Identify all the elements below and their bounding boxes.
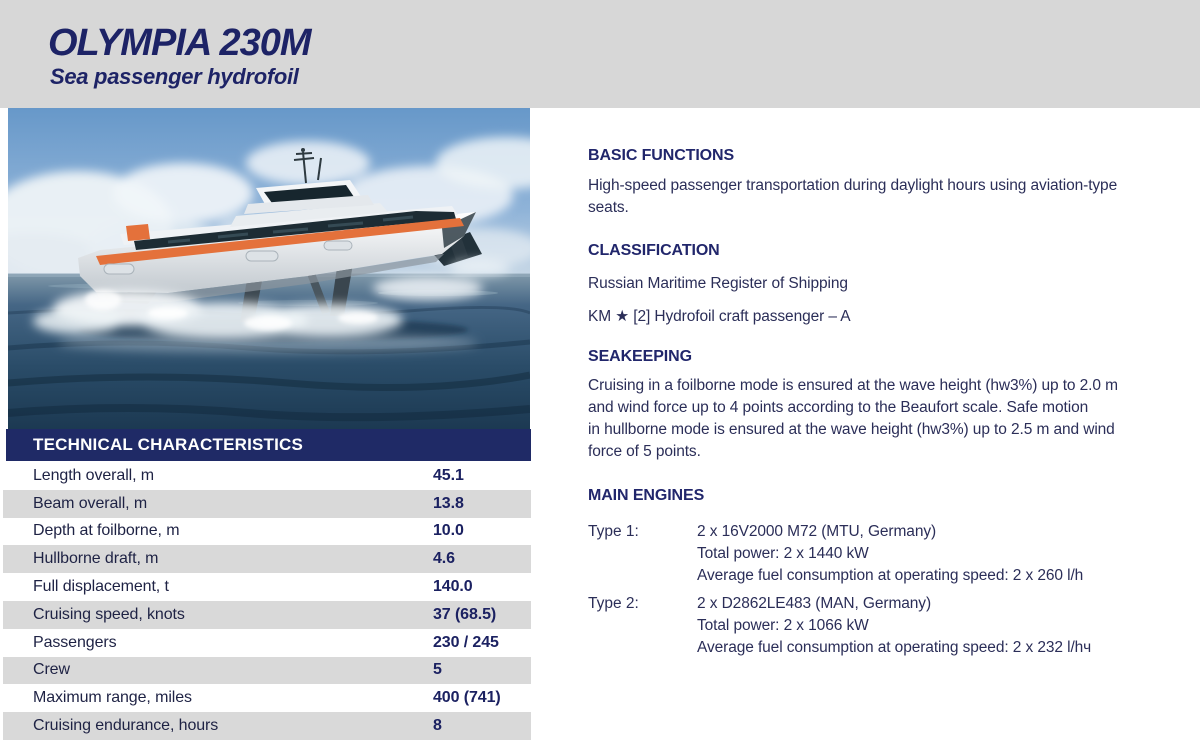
tech-characteristics-table: Length overall, m 45.1 Beam overall, m 1… bbox=[3, 462, 531, 740]
spec-value: 230 / 245 bbox=[433, 633, 499, 651]
tech-characteristics-title: TECHNICAL CHARACTERISTICS bbox=[33, 435, 304, 454]
basic-functions-text: High-speed passenger transportation duri… bbox=[588, 177, 1118, 216]
engine-type-1-row: Type 1: 2 x 16V2000 M72 (MTU, Germany) T… bbox=[588, 521, 1166, 587]
engine-type-2-desc: 2 x D2862LE483 (MAN, Germany) Total powe… bbox=[697, 595, 1092, 656]
table-row: Depth at foilborne, m 10.0 bbox=[3, 517, 531, 546]
spec-label: Crew bbox=[33, 661, 70, 679]
table-row: Crew 5 bbox=[3, 656, 531, 685]
engine-type-2-label: Type 2: bbox=[588, 595, 639, 612]
spec-label: Maximum range, miles bbox=[33, 689, 192, 707]
spec-value: 37 (68.5) bbox=[433, 605, 497, 623]
spec-value: 45.1 bbox=[433, 466, 464, 484]
spec-label: Passengers bbox=[33, 633, 117, 651]
spec-value: 140.0 bbox=[433, 578, 473, 596]
vessel-photo-svg bbox=[8, 108, 530, 429]
header-band: OLYMPIA 230M Sea passenger hydrofoil bbox=[0, 0, 1200, 108]
spec-label: Hullborne draft, m bbox=[33, 550, 159, 568]
table-row: Full displacement, t 140.0 bbox=[3, 573, 531, 601]
spec-value: 13.8 bbox=[433, 494, 464, 512]
spec-label: Cruising endurance, hours bbox=[33, 717, 219, 735]
mast bbox=[293, 151, 322, 184]
spec-value: 4.6 bbox=[433, 550, 455, 568]
table-row: Hullborne draft, m 4.6 bbox=[3, 545, 531, 574]
spec-label: Beam overall, m bbox=[33, 494, 148, 512]
page-subtitle: Sea passenger hydrofoil bbox=[50, 64, 299, 89]
spec-value: 8 bbox=[433, 717, 442, 735]
vessel-photo bbox=[8, 108, 530, 429]
spec-label: Full displacement, t bbox=[33, 578, 169, 596]
liferaft-canisters bbox=[103, 240, 353, 275]
classification-class-notation: KM ★ [2] Hydrofoil craft passenger – A bbox=[588, 308, 851, 325]
spec-value: 400 (741) bbox=[433, 689, 501, 707]
spec-value: 5 bbox=[433, 661, 442, 679]
tech-characteristics-header: TECHNICAL CHARACTERISTICS bbox=[6, 429, 531, 461]
spec-label: Cruising speed, knots bbox=[33, 605, 185, 623]
table-row: Maximum range, miles 400 (741) bbox=[3, 684, 531, 713]
section-heading-classification: CLASSIFICATION bbox=[588, 242, 720, 259]
engine-type-1-desc: 2 x 16V2000 M72 (MTU, Germany) Total pow… bbox=[697, 523, 1084, 584]
page-title: OLYMPIA 230M bbox=[48, 22, 311, 64]
spec-value: 10.0 bbox=[433, 522, 464, 540]
mid-deck bbox=[230, 203, 388, 227]
section-heading-seakeeping: SEAKEEPING bbox=[588, 348, 692, 365]
stern-orange-patch bbox=[126, 224, 150, 241]
table-row: Length overall, m 45.1 bbox=[3, 462, 531, 490]
foam bbox=[85, 290, 378, 330]
table-row: Passengers 230 / 245 bbox=[3, 628, 531, 657]
spec-label: Length overall, m bbox=[33, 466, 155, 484]
table-row: Beam overall, m 13.8 bbox=[3, 489, 531, 518]
bow-chine-dark bbox=[442, 212, 476, 248]
classification-register: Russian Maritime Register of Shipping bbox=[588, 275, 848, 292]
section-heading-main-engines: MAIN ENGINES bbox=[588, 487, 705, 504]
section-heading-basic-functions: BASIC FUNCTIONS bbox=[588, 147, 735, 164]
table-row: Cruising speed, knots 37 (68.5) bbox=[3, 600, 531, 629]
table-row: Cruising endurance, hours 8 bbox=[3, 712, 531, 740]
spec-label: Depth at foilborne, m bbox=[33, 522, 180, 540]
orange-stripe bbox=[96, 218, 464, 265]
seakeeping-text: Cruising in a foilborne mode is ensured … bbox=[588, 377, 1118, 460]
engine-type-2-row: Type 2: 2 x D2862LE483 (MAN, Germany) To… bbox=[588, 593, 1166, 659]
engine-type-1-label: Type 1: bbox=[588, 523, 639, 540]
